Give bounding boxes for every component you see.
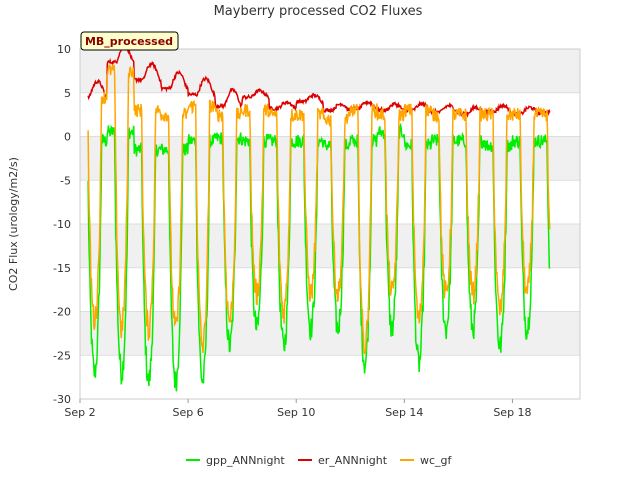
dataset-badge: MB_processed bbox=[80, 31, 179, 51]
y-tick-label: 10 bbox=[57, 43, 71, 56]
y-axis-ticks: 10 5 0 -5 -10 -15 -20 -25 -30 bbox=[53, 43, 71, 406]
chart-title: Mayberry processed CO2 Fluxes bbox=[214, 4, 423, 19]
y-tick-label: 5 bbox=[64, 87, 71, 100]
badge-box bbox=[80, 31, 179, 51]
legend-label: er_ANNnight bbox=[318, 454, 388, 467]
plot-band bbox=[80, 311, 580, 356]
x-axis-ticks: Sep 2 Sep 6 Sep 10 Sep 14 Sep 18 bbox=[64, 399, 532, 419]
y-tick-label: -15 bbox=[53, 262, 71, 275]
x-tick-label: Sep 2 bbox=[64, 406, 95, 419]
plot-border bbox=[79, 48, 581, 400]
y-axis-title: CO2 Flux (urology/m2/s) bbox=[7, 157, 20, 291]
series-line-er-annnight bbox=[87, 47, 551, 118]
legend-label: wc_gf bbox=[420, 454, 453, 467]
x-tick-label: Sep 6 bbox=[172, 406, 203, 419]
legend: gpp_ANNnight er_ANNnight wc_gf bbox=[186, 454, 453, 467]
y-tick-label: -20 bbox=[53, 306, 71, 319]
y-tick-label: -25 bbox=[53, 349, 71, 362]
y-tick-label: -10 bbox=[53, 218, 71, 231]
x-tick-label: Sep 14 bbox=[385, 406, 423, 419]
series-line-gpp-annnight bbox=[87, 122, 551, 392]
badge-label: MB_processed bbox=[85, 35, 173, 48]
series-line-wc-gf bbox=[87, 63, 551, 355]
x-tick-label: Sep 18 bbox=[493, 406, 531, 419]
x-tick-label: Sep 10 bbox=[277, 406, 315, 419]
y-tick-label: 0 bbox=[64, 131, 71, 144]
plot-band bbox=[80, 49, 580, 93]
legend-label: gpp_ANNnight bbox=[206, 454, 285, 467]
series-group bbox=[87, 47, 551, 392]
y-tick-label: -5 bbox=[60, 174, 71, 187]
y-tick-label: -30 bbox=[53, 393, 71, 406]
